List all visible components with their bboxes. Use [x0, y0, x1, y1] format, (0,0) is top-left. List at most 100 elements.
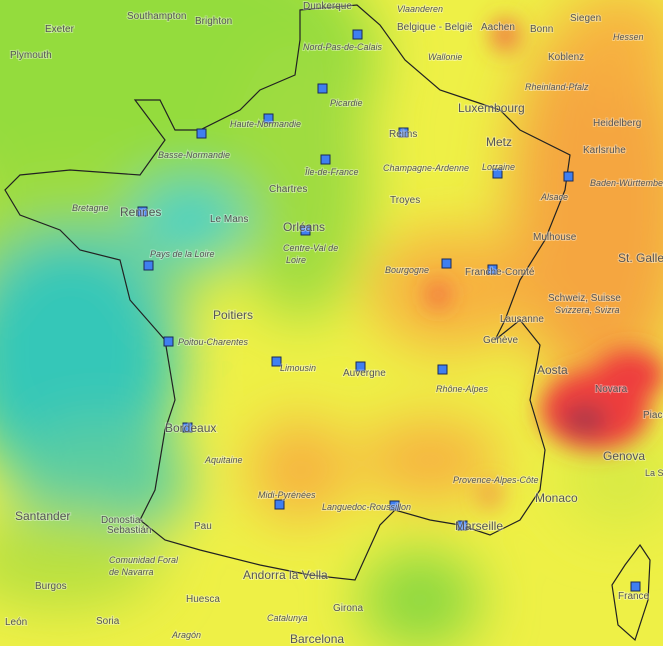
place-label: Haute-Normandie — [230, 119, 301, 129]
place-label: Comunidad Foral — [109, 555, 179, 565]
place-label: Svizzera, Svizra — [555, 305, 620, 315]
place-label: Pays de la Loire — [150, 249, 215, 259]
place-label: Huesca — [186, 594, 220, 605]
place-label: Champagne-Ardenne — [383, 163, 469, 173]
place-label: Bonn — [530, 24, 553, 35]
place-label: Lorraine — [482, 162, 515, 172]
station-marker — [487, 264, 498, 275]
place-label: Picardie — [330, 98, 363, 108]
place-label: Aachen — [481, 22, 515, 33]
station-marker — [182, 422, 193, 433]
place-label: Luxembourg — [458, 101, 525, 115]
station-marker — [437, 364, 448, 375]
place-label: Schweiz, Suisse — [548, 293, 621, 304]
station-marker — [300, 225, 311, 236]
place-label: Piace — [643, 410, 663, 421]
place-label: Rennes — [120, 205, 161, 219]
station-marker — [492, 168, 503, 179]
station-marker — [271, 356, 282, 367]
place-label: Plymouth — [10, 50, 52, 61]
place-label: Aragón — [171, 630, 201, 640]
place-label: Troyes — [390, 195, 420, 206]
place-label: Bordeaux — [165, 421, 216, 435]
place-label: Franche-Comté — [465, 267, 535, 278]
place-label: Hessen — [613, 32, 644, 42]
station-marker — [196, 128, 207, 139]
station-marker — [355, 361, 366, 372]
place-label: Siegen — [570, 13, 601, 24]
place-label: Genève — [483, 335, 518, 346]
place-label: Nord-Pas-de-Calais — [303, 42, 383, 52]
place-label: Novara — [595, 384, 628, 395]
place-label: Burgos — [35, 581, 67, 592]
place-label: Vlaanderen — [397, 4, 443, 14]
place-label: Andorra la Vella — [243, 568, 328, 582]
place-label: León — [5, 617, 27, 628]
place-label: France — [618, 591, 650, 602]
place-label: Midi-Pyrénées — [258, 490, 316, 500]
place-label: Reims — [389, 129, 417, 140]
place-label: Brighton — [195, 16, 232, 27]
place-label: Rheinland-Pfalz — [525, 82, 589, 92]
place-label: Pau — [194, 521, 212, 532]
place-label: Auvergne — [343, 368, 386, 379]
place-label: Heidelberg — [593, 118, 641, 129]
station-marker — [398, 127, 409, 138]
station-marker — [320, 154, 331, 165]
place-label: Southampton — [127, 11, 187, 22]
place-label: Genova — [603, 449, 645, 463]
place-label: Exeter — [45, 24, 75, 35]
station-marker — [317, 83, 328, 94]
station-marker — [352, 29, 363, 40]
station-marker — [274, 499, 285, 510]
station-marker — [389, 500, 400, 511]
place-label: Loire — [286, 255, 306, 265]
place-label: de Navarra — [109, 567, 154, 577]
place-label: Wallonie — [428, 52, 462, 62]
place-label: Mulhouse — [533, 232, 577, 243]
place-label: Centre-Val de — [283, 243, 338, 253]
place-label: Barcelona — [290, 632, 344, 646]
place-label: Lausanne — [500, 314, 544, 325]
coastline — [4, 4, 651, 642]
station-marker — [137, 206, 148, 217]
place-label: Baden-Württemberg — [590, 178, 663, 188]
place-label: St. Gallen — [618, 251, 663, 265]
place-label: Limousin — [280, 363, 316, 373]
place-label: Île-de-France — [305, 167, 359, 177]
station-marker — [630, 581, 641, 592]
place-label: Marseille — [455, 519, 503, 533]
station-marker — [163, 336, 174, 347]
place-label: Orléans — [283, 220, 325, 234]
place-label: Alsace — [540, 192, 568, 202]
place-label: Bourgogne — [385, 265, 429, 275]
place-label: Koblenz — [548, 52, 584, 63]
place-label: Santander — [15, 509, 70, 523]
place-label: Aosta — [537, 363, 568, 377]
place-labels: Dunkerque Southampton Brighton Exeter Plymou… — [4, 0, 663, 646]
place-label: Sebastián — [107, 525, 151, 536]
station-marker — [263, 113, 274, 124]
place-label: Belgique - België — [397, 22, 473, 33]
place-label: Rhône-Alpes — [436, 384, 489, 394]
station-marker — [441, 258, 452, 269]
station-marker — [457, 520, 468, 531]
place-label: Provence-Alpes-Côte — [453, 475, 539, 485]
place-label: Poitiers — [213, 308, 253, 322]
place-label: Languedoc-Roussillon — [322, 502, 411, 512]
place-label: Le Mans — [210, 214, 248, 225]
place-label: Girona — [333, 603, 363, 614]
station-marker — [563, 171, 574, 182]
place-label: Donostia- — [101, 515, 144, 526]
place-label: Metz — [486, 135, 512, 149]
place-label: Monaco — [535, 491, 578, 505]
place-label: Chartres — [269, 184, 307, 195]
place-label: Bretagne — [72, 203, 109, 213]
place-label: Aquitaine — [204, 455, 243, 465]
station-markers — [137, 29, 641, 592]
place-label: La Spezia — [645, 468, 663, 478]
place-label: Karlsruhe — [583, 145, 626, 156]
place-label: Poitou-Charentes — [178, 337, 249, 347]
